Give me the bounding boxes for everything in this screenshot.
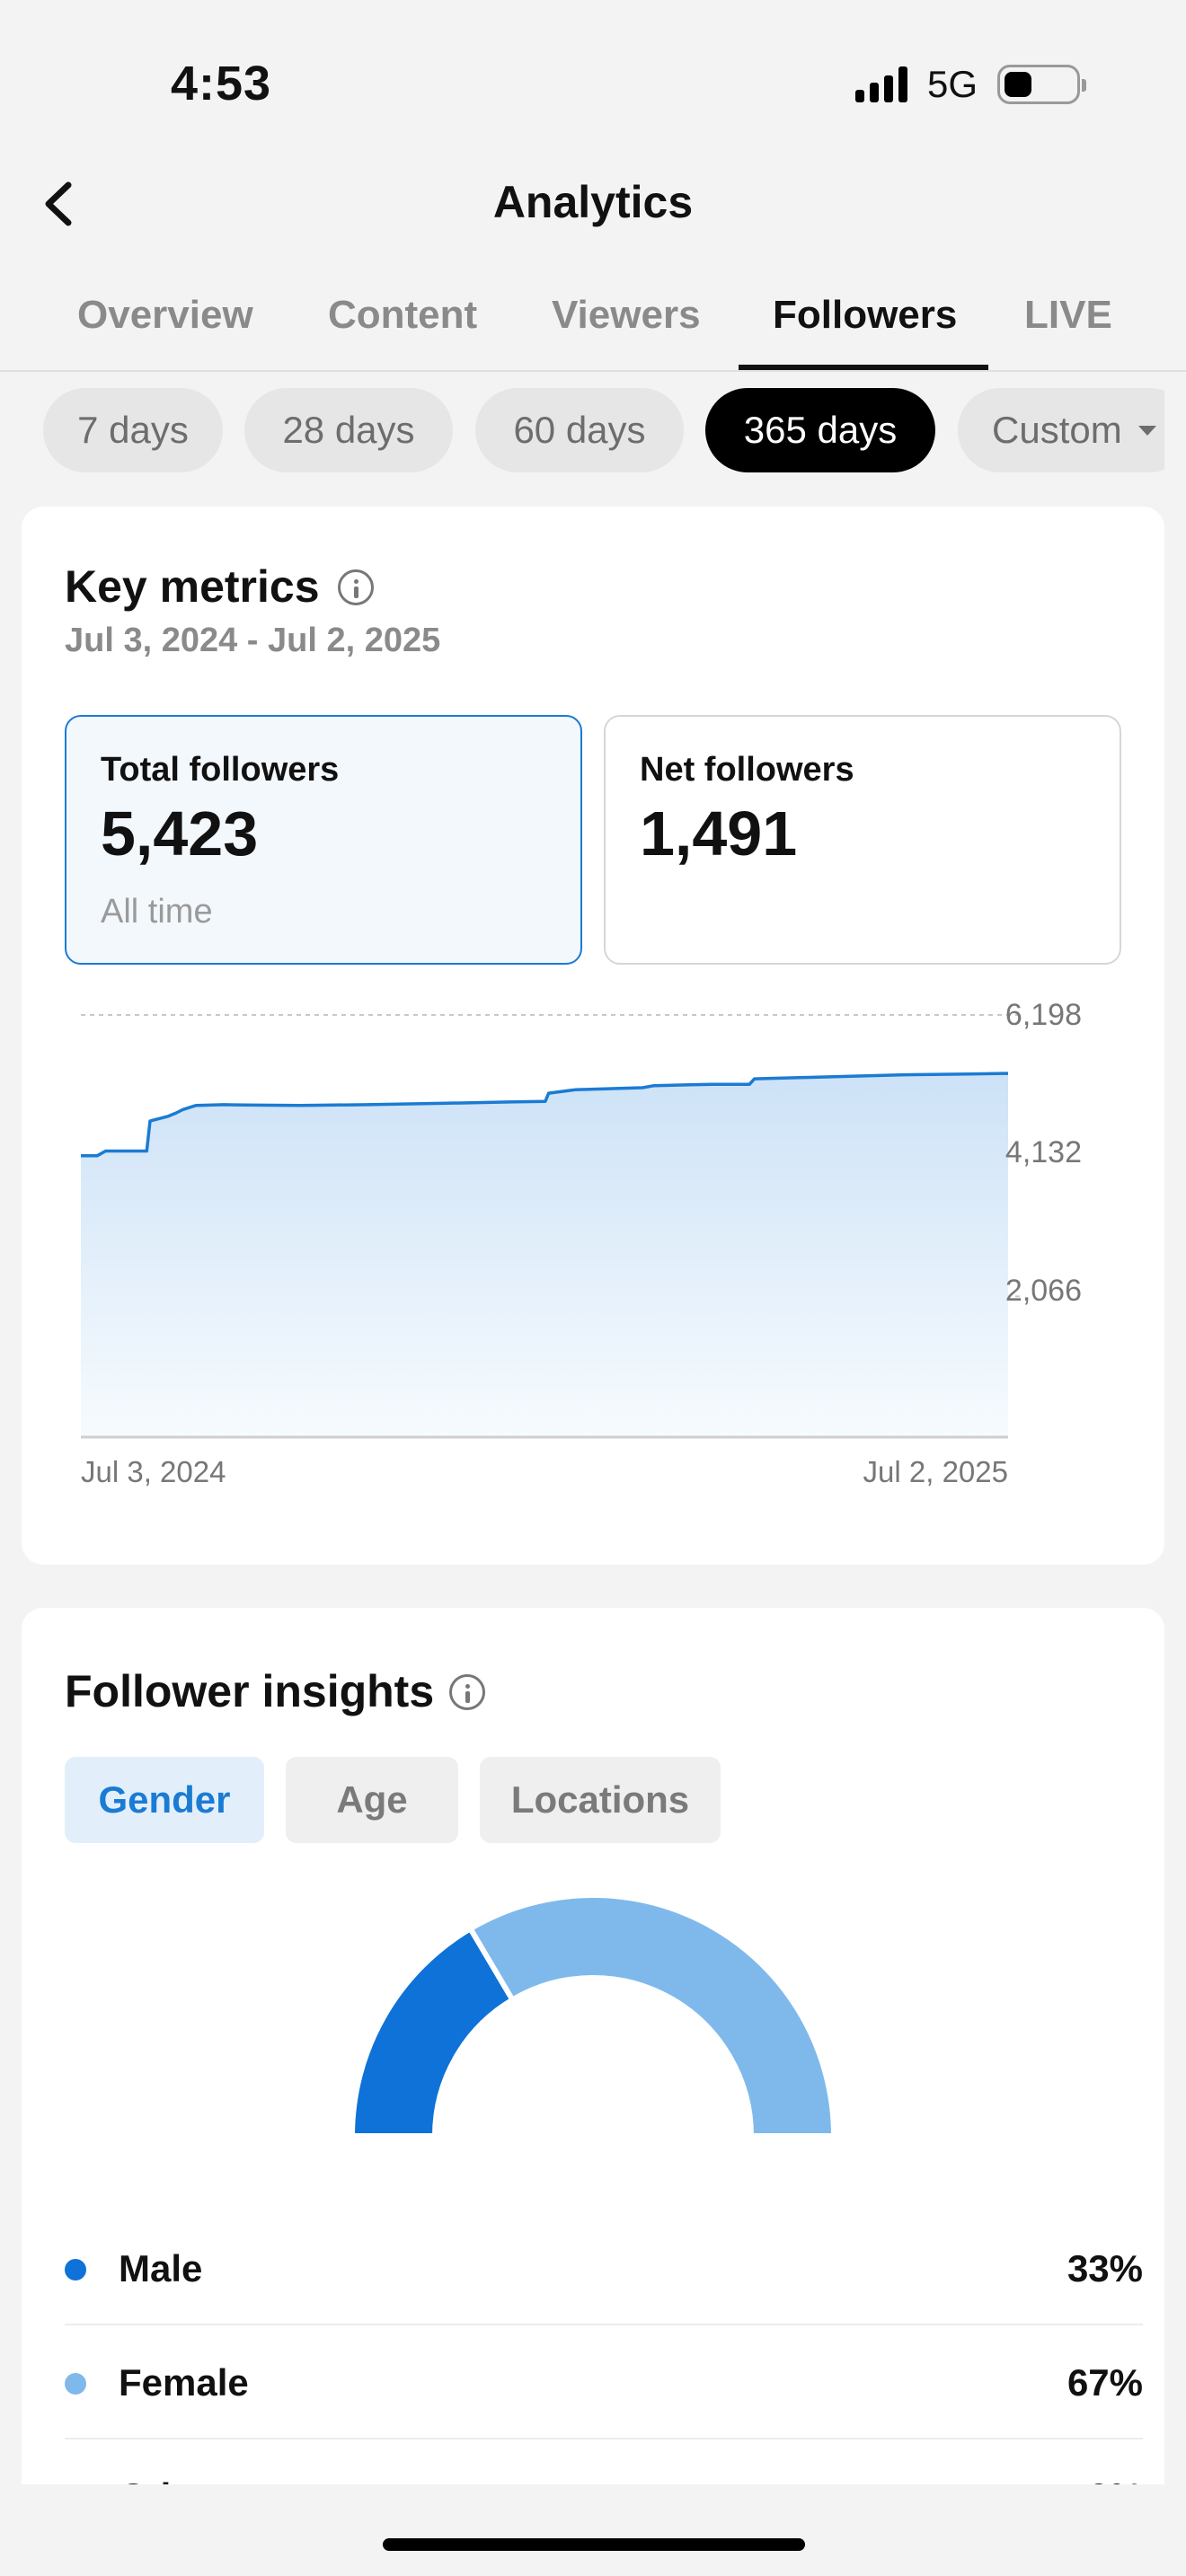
net-followers-value: 1,491 xyxy=(640,798,798,869)
legend-value: 67% xyxy=(1067,2361,1143,2404)
status-icons: 5G xyxy=(854,63,1086,106)
analytics-tabs: Overview Content Viewers Followers LIVE xyxy=(0,287,1186,372)
legend-label: Female xyxy=(119,2361,249,2404)
legend-dot xyxy=(65,2373,86,2395)
bottom-safe-area xyxy=(0,2484,1186,2576)
segment-age[interactable]: Age xyxy=(286,1757,458,1843)
home-indicator xyxy=(383,2538,805,2551)
active-tab-indicator xyxy=(739,365,988,370)
total-followers-card[interactable]: Total followers 5,423 All time xyxy=(65,715,582,965)
tab-viewers[interactable]: Viewers xyxy=(552,293,701,337)
total-followers-label: Total followers xyxy=(101,751,340,789)
caret-down-icon xyxy=(1137,426,1156,436)
info-icon[interactable] xyxy=(449,1674,485,1710)
gender-donut-chart xyxy=(349,1892,837,2139)
chart-area-fill xyxy=(81,1073,1008,1437)
tab-overview[interactable]: Overview xyxy=(77,293,253,337)
legend-label: Male xyxy=(119,2247,203,2289)
followers-chart: 6,198 4,132 2,066 Jul 3, 2024 Jul 2, 202… xyxy=(81,998,1082,1488)
chart-series-line xyxy=(81,1072,1008,1158)
tab-followers[interactable]: Followers xyxy=(773,293,958,337)
follower-insights-card: Follower insights Gender Age Locations M… xyxy=(22,1608,1164,2576)
chip-custom-label: Custom xyxy=(992,409,1122,451)
y-tick-label: 6,198 xyxy=(1005,998,1082,1032)
legend-row-female: Female 67% xyxy=(65,2325,1143,2439)
net-followers-card[interactable]: Net followers 1,491 xyxy=(604,715,1121,965)
segment-gender[interactable]: Gender xyxy=(65,1757,264,1843)
chevron-left-icon xyxy=(45,181,72,226)
segment-locations[interactable]: Locations xyxy=(480,1757,721,1843)
chip-custom[interactable]: Custom xyxy=(958,388,1164,472)
tab-content[interactable]: Content xyxy=(328,293,478,337)
chip-28-days[interactable]: 28 days xyxy=(244,388,453,472)
chip-7-days[interactable]: 7 days xyxy=(43,388,223,472)
chip-60-days[interactable]: 60 days xyxy=(475,388,684,472)
date-range: Jul 3, 2024 - Jul 2, 2025 xyxy=(65,622,441,659)
follower-insights-title: Follower insights xyxy=(65,1666,435,1716)
total-followers-value: 5,423 xyxy=(101,798,259,869)
date-filter-row: 7 days 28 days 60 days 365 days Custom xyxy=(43,388,1164,472)
legend-row-male: Male 33% xyxy=(65,2211,1143,2325)
back-button[interactable] xyxy=(34,172,88,235)
status-time: 4:53 xyxy=(171,57,272,110)
info-icon[interactable] xyxy=(338,569,374,605)
legend-value: 33% xyxy=(1067,2247,1143,2289)
y-tick-label: 4,132 xyxy=(1005,1135,1082,1169)
y-tick-label: 2,066 xyxy=(1005,1274,1082,1308)
key-metrics-card: Key metrics Jul 3, 2024 - Jul 2, 2025 To… xyxy=(22,507,1164,1565)
chip-365-days[interactable]: 365 days xyxy=(705,388,935,472)
signal-icon xyxy=(854,66,907,102)
legend-dot xyxy=(65,2259,86,2280)
total-followers-period: All time xyxy=(101,893,213,931)
x-tick-label: Jul 3, 2024 xyxy=(81,1455,226,1488)
network-label: 5G xyxy=(926,63,978,105)
net-followers-label: Net followers xyxy=(640,751,854,789)
battery-icon xyxy=(997,65,1086,104)
page-title: Analytics xyxy=(492,177,694,227)
key-metrics-title: Key metrics xyxy=(65,561,320,612)
x-tick-label: Jul 2, 2025 xyxy=(863,1455,1008,1488)
tab-live[interactable]: LIVE xyxy=(1024,293,1112,337)
donut-slice-female xyxy=(466,1892,837,2139)
